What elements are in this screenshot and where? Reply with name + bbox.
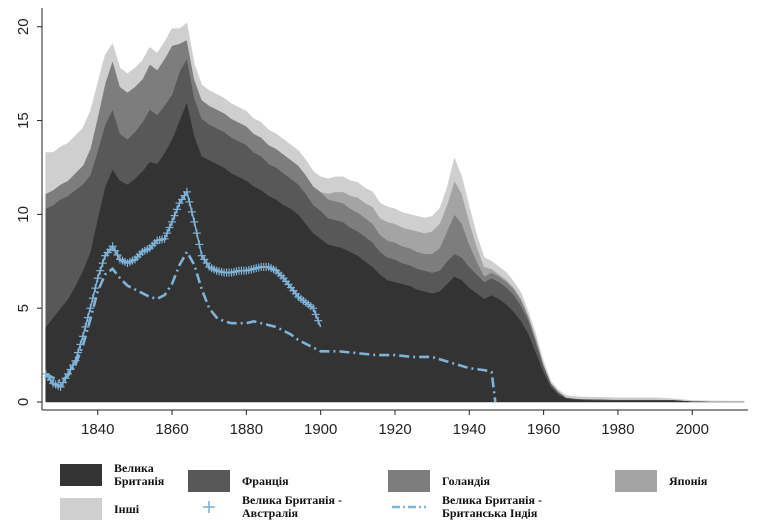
y-tick-label-0: 0 xyxy=(15,398,32,406)
x-tick-label-1840: 1840 xyxy=(81,421,114,438)
plus-marker xyxy=(91,284,100,293)
legend-swatch-others xyxy=(60,498,102,520)
plus-marker xyxy=(163,229,172,238)
x-tick-label-1920: 1920 xyxy=(378,421,411,438)
legend-label-japan: Японія xyxy=(669,473,708,488)
x-tick-label-1900: 1900 xyxy=(304,421,337,438)
legend: Велика Британія Франція Голандія Японія … xyxy=(0,452,761,525)
legend-label-gb-india: Велика Британія - Британська Індія xyxy=(442,493,543,520)
x-tick-label-1860: 1860 xyxy=(155,421,188,438)
legend-item-japan: Японія xyxy=(615,470,707,492)
plus-marker xyxy=(59,378,68,387)
x-tick-label-1980: 1980 xyxy=(601,421,634,438)
plus-marker xyxy=(309,304,318,313)
plus-marker xyxy=(170,211,179,220)
plus-marker xyxy=(185,197,194,206)
legend-item-france: Франція xyxy=(188,470,289,492)
plus-marker xyxy=(160,234,169,243)
plus-marker xyxy=(93,274,102,283)
line-series-0 xyxy=(45,189,322,389)
legend-item-others: Інші xyxy=(60,498,139,520)
legend-label-netherlands: Голандія xyxy=(442,473,490,488)
plus-marker xyxy=(165,223,174,232)
plus-marker xyxy=(111,246,120,255)
x-tick-label-1960: 1960 xyxy=(527,421,560,438)
legend-item-netherlands: Голандія xyxy=(388,470,490,492)
plus-marker xyxy=(192,229,201,238)
plus-marker xyxy=(182,187,191,196)
plus-marker xyxy=(81,322,90,331)
legend-label-france: Франція xyxy=(242,473,289,488)
y-tick-label-15: 15 xyxy=(15,112,32,129)
legend-swatch-great-britain xyxy=(60,464,102,486)
x-tick-label-1940: 1940 xyxy=(453,421,486,438)
plus-marker xyxy=(96,266,105,275)
line-series-1 xyxy=(45,249,497,403)
plus-marker xyxy=(173,205,182,214)
plus-marker xyxy=(190,217,199,226)
plus-marker-icon xyxy=(203,501,215,513)
axes: 0 5 10 15 20 1840 1860 1880 1900 1920 1940 1960 1980… xyxy=(15,8,748,438)
plus-marker xyxy=(98,259,107,268)
legend-item-gb-india: Велика Британія - Британська Індія xyxy=(388,494,542,520)
plus-marker xyxy=(195,240,204,249)
y-tick-label-5: 5 xyxy=(15,304,32,312)
y-tick-label-10: 10 xyxy=(15,206,32,223)
legend-swatch-netherlands xyxy=(388,470,430,492)
legend-swatch-japan xyxy=(615,470,657,492)
plus-marker xyxy=(113,251,122,260)
legend-label-great-britain: Велика Британія xyxy=(114,461,165,488)
y-tick-label-20: 20 xyxy=(15,18,32,35)
legend-label-others: Інші xyxy=(114,501,140,516)
stacked-area-chart: 0 5 10 15 20 1840 1860 1880 1900 1920 1940 1960 1980… xyxy=(15,8,748,438)
plus-marker xyxy=(168,217,177,226)
plus-marker xyxy=(108,242,117,251)
area-layers xyxy=(45,22,745,403)
x-tick-label-1880: 1880 xyxy=(230,421,263,438)
x-tick-label-2000: 2000 xyxy=(676,421,709,438)
overlay-lines xyxy=(41,187,497,403)
plus-marker xyxy=(56,382,65,391)
plus-marker xyxy=(314,316,323,325)
plus-marker xyxy=(311,310,320,319)
plus-marker xyxy=(187,207,196,216)
plus-marker xyxy=(86,304,95,313)
legend-item-gb-australia: Велика Британія - Австралія xyxy=(188,494,342,520)
legend-swatch-france xyxy=(188,470,230,492)
legend-label-gb-australia: Велика Британія - Австралія xyxy=(242,493,343,520)
dash-dot-line-icon xyxy=(392,505,426,509)
legend-item-great-britain: Велика Британія xyxy=(60,462,164,488)
area-series-4 xyxy=(45,22,745,402)
